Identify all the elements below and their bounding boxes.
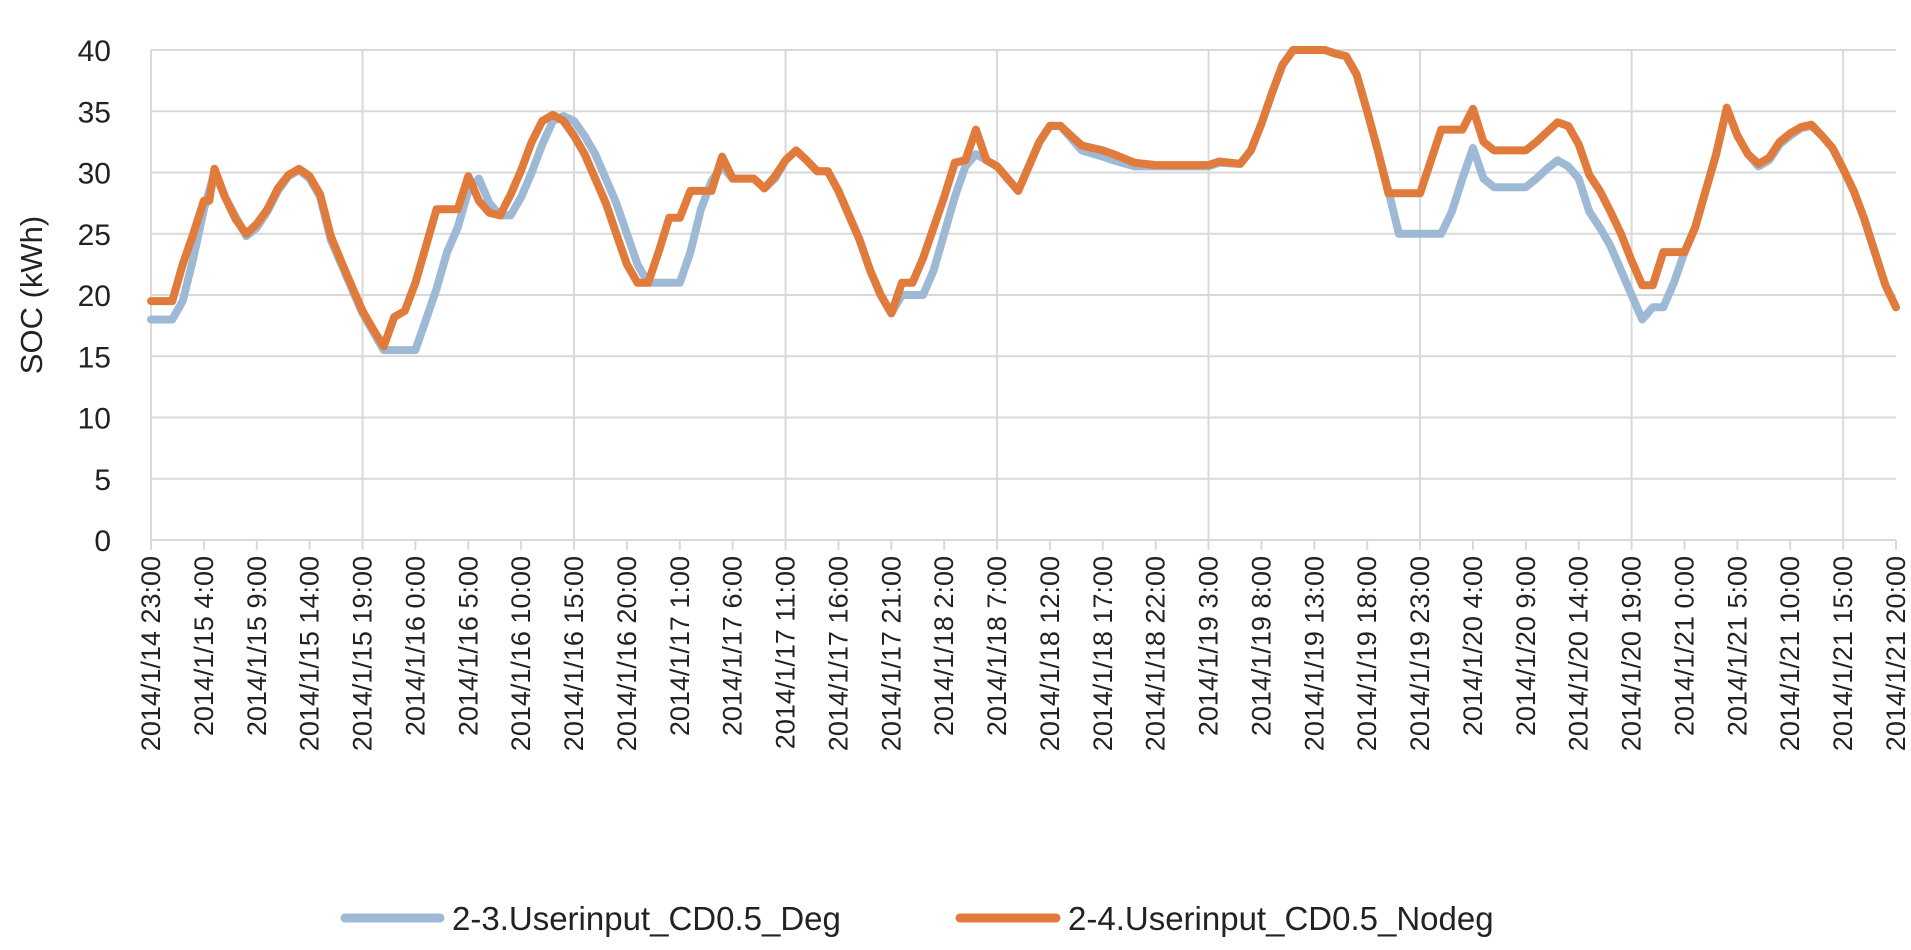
x-tick-label: 2014/1/20 19:00 bbox=[1617, 556, 1647, 751]
x-tick-label: 2014/1/17 21:00 bbox=[876, 556, 906, 751]
x-tick-label: 2014/1/16 10:00 bbox=[506, 556, 536, 751]
y-tick-label: 30 bbox=[78, 158, 111, 191]
x-tick-label: 2014/1/19 8:00 bbox=[1246, 556, 1276, 736]
x-tick-label: 2014/1/18 2:00 bbox=[929, 556, 959, 736]
y-tick-label: 35 bbox=[78, 96, 111, 129]
y-tick-label: 0 bbox=[94, 525, 111, 558]
series-line-1 bbox=[147, 46, 1900, 355]
axes bbox=[150, 539, 1897, 550]
x-tick-label: 2014/1/16 5:00 bbox=[453, 556, 483, 736]
x-tick-label: 2014/1/21 10:00 bbox=[1775, 556, 1805, 751]
x-tick-label: 2014/1/18 17:00 bbox=[1088, 556, 1118, 751]
y-tick-label: 10 bbox=[78, 403, 111, 436]
x-tick-label: 2014/1/21 5:00 bbox=[1722, 556, 1752, 736]
legend-label-2: 2-4.Userinput_CD0.5_Nodeg bbox=[1068, 900, 1494, 937]
series-line-2 bbox=[147, 46, 1900, 351]
x-tick-label: 2014/1/18 12:00 bbox=[1035, 556, 1065, 751]
x-tick-label: 2014/1/20 14:00 bbox=[1564, 556, 1594, 751]
x-tick-label: 2014/1/20 4:00 bbox=[1458, 556, 1488, 736]
x-tick-label: 2014/1/14 23:00 bbox=[136, 556, 166, 751]
x-tick-label: 2014/1/15 14:00 bbox=[295, 556, 325, 751]
x-tick-label: 2014/1/19 13:00 bbox=[1299, 556, 1329, 751]
x-tick-label: 2014/1/20 9:00 bbox=[1511, 556, 1541, 736]
x-tick-label: 2014/1/17 11:00 bbox=[771, 556, 801, 749]
x-tick-label: 2014/1/21 0:00 bbox=[1669, 556, 1699, 736]
series-lines bbox=[147, 46, 1900, 355]
x-tick-label: 2014/1/16 20:00 bbox=[612, 556, 642, 751]
x-tick-label: 2014/1/16 0:00 bbox=[400, 556, 430, 736]
y-axis-title: SOC (kWh) bbox=[14, 216, 49, 374]
legend-label-1: 2-3.Userinput_CD0.5_Deg bbox=[452, 900, 841, 937]
x-tick-label: 2014/1/17 1:00 bbox=[665, 556, 695, 736]
legend: 2-3.Userinput_CD0.5_Deg 2-4.Userinput_CD0… bbox=[340, 900, 1494, 937]
x-tick-label: 2014/1/19 18:00 bbox=[1352, 556, 1382, 751]
x-tick-label: 2014/1/18 7:00 bbox=[982, 556, 1012, 736]
x-tick-label: 2014/1/16 15:00 bbox=[559, 556, 589, 751]
y-tick-label: 20 bbox=[78, 280, 111, 313]
x-tick-label: 2014/1/21 20:00 bbox=[1881, 556, 1911, 751]
y-tick-label: 15 bbox=[78, 341, 111, 374]
x-tick-label: 2014/1/15 9:00 bbox=[242, 556, 272, 736]
y-tick-label: 5 bbox=[94, 464, 111, 497]
x-tick-label: 2014/1/17 16:00 bbox=[823, 556, 853, 751]
x-tick-label: 2014/1/15 4:00 bbox=[189, 556, 219, 736]
y-tick-label: 25 bbox=[78, 219, 111, 252]
x-tick-label: 2014/1/18 22:00 bbox=[1141, 556, 1171, 751]
x-tick-label: 2014/1/15 19:00 bbox=[348, 556, 378, 751]
x-tick-label: 2014/1/19 3:00 bbox=[1194, 556, 1224, 736]
x-axis-tick-labels: 2014/1/14 23:00 2014/1/15 4:00 2014/1/15 9… bbox=[136, 556, 1911, 751]
x-tick-label: 2014/1/17 6:00 bbox=[718, 556, 748, 736]
x-tick-label: 2014/1/21 15:00 bbox=[1828, 556, 1858, 751]
y-tick-label: 40 bbox=[78, 35, 111, 68]
x-tick-label: 2014/1/19 23:00 bbox=[1405, 556, 1435, 751]
y-axis-tick-labels: 0 5 10 15 20 25 30 35 40 bbox=[78, 35, 111, 558]
